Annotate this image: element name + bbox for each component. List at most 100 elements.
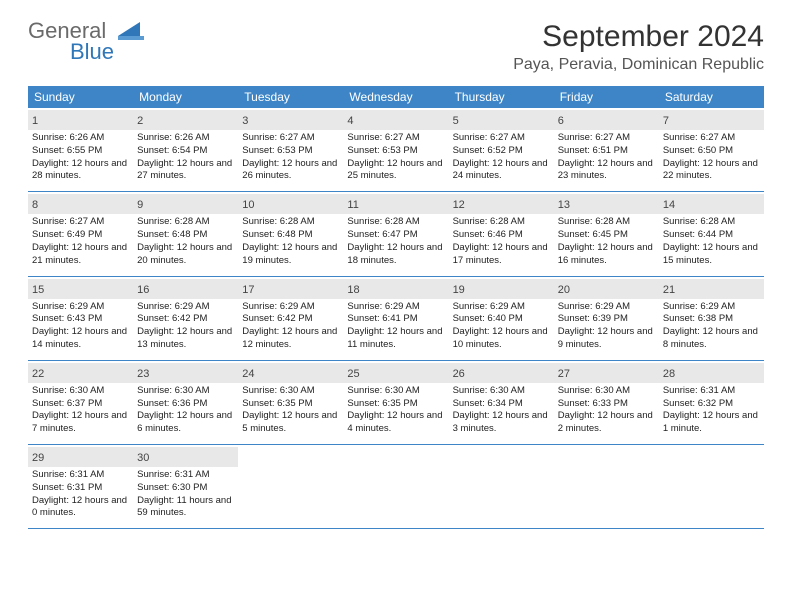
sunset-line: Sunset: 6:47 PM (347, 229, 444, 242)
daylight-line: Daylight: 12 hours and 5 minutes. (242, 410, 339, 436)
day-number-row: 8 (28, 194, 133, 214)
day-cell: 22Sunrise: 6:30 AMSunset: 6:37 PMDayligh… (28, 361, 133, 444)
day-cell: 11Sunrise: 6:28 AMSunset: 6:47 PMDayligh… (343, 192, 448, 275)
day-number: 2 (137, 115, 143, 127)
day-cell: 2Sunrise: 6:26 AMSunset: 6:54 PMDaylight… (133, 108, 238, 191)
day-number-row: 26 (449, 363, 554, 383)
sunrise-line: Sunrise: 6:29 AM (347, 301, 444, 314)
day-cell: 3Sunrise: 6:27 AMSunset: 6:53 PMDaylight… (238, 108, 343, 191)
day-number: 15 (32, 284, 44, 296)
day-cell-empty (449, 445, 554, 528)
day-number-row: 23 (133, 363, 238, 383)
daylight-line: Daylight: 12 hours and 6 minutes. (137, 410, 234, 436)
day-info: Sunrise: 6:28 AMSunset: 6:45 PMDaylight:… (558, 216, 655, 267)
sunrise-line: Sunrise: 6:27 AM (347, 132, 444, 145)
day-number-row: 28 (659, 363, 764, 383)
sunset-line: Sunset: 6:32 PM (663, 398, 760, 411)
sunrise-line: Sunrise: 6:28 AM (347, 216, 444, 229)
daylight-line: Daylight: 12 hours and 2 minutes. (558, 410, 655, 436)
day-info: Sunrise: 6:29 AMSunset: 6:42 PMDaylight:… (242, 301, 339, 352)
day-info: Sunrise: 6:28 AMSunset: 6:47 PMDaylight:… (347, 216, 444, 267)
day-number: 24 (242, 368, 254, 380)
sunset-line: Sunset: 6:35 PM (242, 398, 339, 411)
sunrise-line: Sunrise: 6:30 AM (347, 385, 444, 398)
sunset-line: Sunset: 6:43 PM (32, 313, 129, 326)
sunset-line: Sunset: 6:42 PM (242, 313, 339, 326)
day-number-row: 3 (238, 110, 343, 130)
day-cell: 7Sunrise: 6:27 AMSunset: 6:50 PMDaylight… (659, 108, 764, 191)
sunrise-line: Sunrise: 6:27 AM (663, 132, 760, 145)
day-cell: 24 Sunrise: 6:30 AMSunset: 6:35 PMDayligh… (238, 361, 343, 444)
day-info: Sunrise: 6:27 AMSunset: 6:53 PMDaylight:… (242, 132, 339, 183)
day-info: Sunrise: 6:26 AMSunset: 6:55 PMDaylight:… (32, 132, 129, 183)
day-number-row: 15 (28, 279, 133, 299)
sunrise-line: Sunrise: 6:28 AM (663, 216, 760, 229)
day-cell: 12Sunrise: 6:28 AMSunset: 6:46 PMDayligh… (449, 192, 554, 275)
sunrise-line: Sunrise: 6:28 AM (558, 216, 655, 229)
daylight-line: Daylight: 12 hours and 28 minutes. (32, 158, 129, 184)
day-cell: 30Sunrise: 6:31 AMSunset: 6:30 PMDayligh… (133, 445, 238, 528)
day-number: 7 (663, 115, 669, 127)
sunset-line: Sunset: 6:55 PM (32, 145, 129, 158)
sunset-line: Sunset: 6:33 PM (558, 398, 655, 411)
day-header-tuesday: Tuesday (238, 86, 343, 108)
day-cell: 19Sunrise: 6:29 AMSunset: 6:40 PMDayligh… (449, 277, 554, 360)
daylight-line: Daylight: 12 hours and 9 minutes. (558, 326, 655, 352)
day-number: 8 (32, 199, 38, 211)
day-header-sunday: Sunday (28, 86, 133, 108)
day-cell: 23Sunrise: 6:30 AMSunset: 6:36 PMDayligh… (133, 361, 238, 444)
daylight-line: Daylight: 12 hours and 4 minutes. (347, 410, 444, 436)
daylight-line: Daylight: 12 hours and 23 minutes. (558, 158, 655, 184)
day-number-row: 29 (28, 447, 133, 467)
daylight-line: Daylight: 12 hours and 11 minutes. (347, 326, 444, 352)
sunrise-line: Sunrise: 6:30 AM (242, 385, 339, 398)
day-info: Sunrise: 6:28 AMSunset: 6:48 PMDaylight:… (137, 216, 234, 267)
daylight-line: Daylight: 12 hours and 25 minutes. (347, 158, 444, 184)
day-number: 13 (558, 199, 570, 211)
sunrise-line: Sunrise: 6:31 AM (137, 469, 234, 482)
sunset-line: Sunset: 6:31 PM (32, 482, 129, 495)
day-number: 12 (453, 199, 465, 211)
day-number-row: 24 (238, 363, 343, 383)
daylight-line: Daylight: 12 hours and 16 minutes. (558, 242, 655, 268)
day-info: Sunrise: 6:30 AMSunset: 6:36 PMDaylight:… (137, 385, 234, 436)
day-cell: 16Sunrise: 6:29 AMSunset: 6:42 PMDayligh… (133, 277, 238, 360)
day-info: Sunrise: 6:30 AMSunset: 6:37 PMDaylight:… (32, 385, 129, 436)
sunset-line: Sunset: 6:54 PM (137, 145, 234, 158)
day-info: Sunrise: 6:31 AMSunset: 6:31 PMDaylight:… (32, 469, 129, 520)
day-number-row: 14 (659, 194, 764, 214)
day-number: 21 (663, 284, 675, 296)
sunrise-line: Sunrise: 6:27 AM (242, 132, 339, 145)
sunset-line: Sunset: 6:53 PM (347, 145, 444, 158)
day-info: Sunrise: 6:30 AMSunset: 6:34 PMDaylight:… (453, 385, 550, 436)
sunset-line: Sunset: 6:36 PM (137, 398, 234, 411)
day-number: 16 (137, 284, 149, 296)
sunrise-line: Sunrise: 6:28 AM (137, 216, 234, 229)
day-number-row: 12 (449, 194, 554, 214)
day-number: 4 (347, 115, 353, 127)
day-number: 17 (242, 284, 254, 296)
daylight-line: Daylight: 12 hours and 3 minutes. (453, 410, 550, 436)
daylight-line: Daylight: 12 hours and 26 minutes. (242, 158, 339, 184)
sunrise-line: Sunrise: 6:29 AM (663, 301, 760, 314)
day-number: 20 (558, 284, 570, 296)
day-cell: 13 Sunrise: 6:28 AMSunset: 6:45 PMDayligh… (554, 192, 659, 275)
day-cell-empty (659, 445, 764, 528)
sunset-line: Sunset: 6:49 PM (32, 229, 129, 242)
day-cell: 14Sunrise: 6:28 AMSunset: 6:44 PMDayligh… (659, 192, 764, 275)
day-info: Sunrise: 6:27 AMSunset: 6:49 PMDaylight:… (32, 216, 129, 267)
day-number: 14 (663, 199, 675, 211)
day-cell: 28Sunrise: 6:31 AMSunset: 6:32 PMDayligh… (659, 361, 764, 444)
daylight-line: Daylight: 12 hours and 24 minutes. (453, 158, 550, 184)
day-cell: 15Sunrise: 6:29 AMSunset: 6:43 PMDayligh… (28, 277, 133, 360)
day-number: 25 (347, 368, 359, 380)
sunset-line: Sunset: 6:53 PM (242, 145, 339, 158)
sunrise-line: Sunrise: 6:28 AM (242, 216, 339, 229)
sunset-line: Sunset: 6:39 PM (558, 313, 655, 326)
day-number: 10 (242, 199, 254, 211)
day-headers-row: SundayMondayTuesdayWednesdayThursdayFrid… (28, 86, 764, 108)
sunrise-line: Sunrise: 6:31 AM (32, 469, 129, 482)
day-cell: 5Sunrise: 6:27 AMSunset: 6:52 PMDaylight… (449, 108, 554, 191)
sunrise-line: Sunrise: 6:29 AM (32, 301, 129, 314)
sunset-line: Sunset: 6:41 PM (347, 313, 444, 326)
